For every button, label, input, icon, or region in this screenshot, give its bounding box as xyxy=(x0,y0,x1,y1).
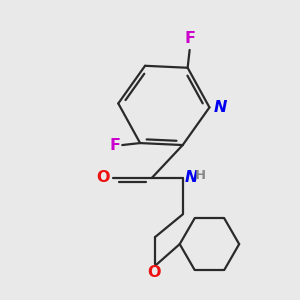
Text: O: O xyxy=(96,170,110,185)
Text: H: H xyxy=(195,169,206,182)
Text: O: O xyxy=(147,265,161,280)
Text: N: N xyxy=(185,170,198,185)
Text: F: F xyxy=(109,137,120,152)
Text: N: N xyxy=(213,100,227,115)
Text: F: F xyxy=(184,31,195,46)
